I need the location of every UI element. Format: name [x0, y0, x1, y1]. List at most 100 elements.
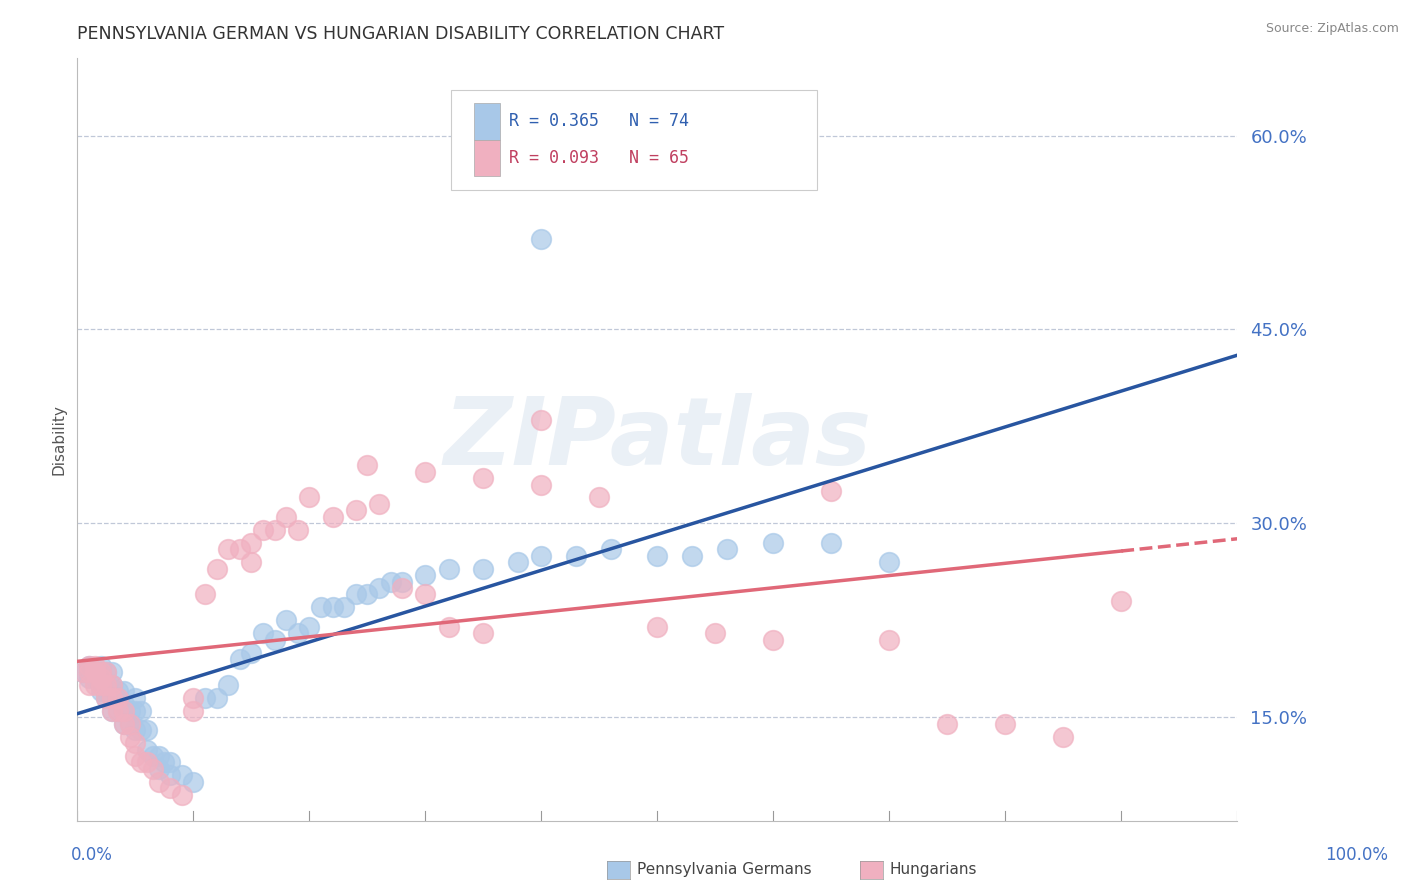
Point: [240, 646, 263, 660]
Point: [148, 775, 170, 789]
Text: 100.0%: 100.0%: [1326, 846, 1388, 863]
Point: [101, 690, 124, 705]
Point: [309, 600, 332, 615]
Point: [530, 477, 553, 491]
Point: [287, 523, 309, 537]
Point: [83, 658, 105, 673]
Text: PENNSYLVANIA GERMAN VS HUNGARIAN DISABILITY CORRELATION CHART: PENNSYLVANIA GERMAN VS HUNGARIAN DISABIL…: [77, 25, 724, 43]
Point: [205, 690, 228, 705]
Point: [252, 626, 274, 640]
Point: [124, 749, 146, 764]
Point: [820, 535, 842, 549]
Point: [263, 523, 285, 537]
Point: [107, 684, 129, 698]
Point: [217, 678, 239, 692]
Point: [135, 723, 157, 738]
Point: [118, 716, 141, 731]
Point: [298, 491, 321, 505]
Point: [228, 652, 252, 666]
Point: [112, 716, 135, 731]
Text: 0.0%: 0.0%: [70, 846, 112, 863]
Point: [77, 658, 100, 673]
Point: [112, 684, 135, 698]
FancyBboxPatch shape: [451, 90, 817, 190]
Point: [704, 626, 727, 640]
Point: [129, 704, 152, 718]
Point: [107, 704, 129, 718]
Point: [413, 465, 436, 479]
Point: [90, 658, 111, 673]
Point: [142, 762, 165, 776]
Text: Hungarians: Hungarians: [890, 863, 977, 877]
Point: [506, 555, 529, 569]
Point: [90, 672, 111, 686]
Point: [72, 665, 94, 679]
Point: [368, 497, 391, 511]
Text: R = 0.093   N = 65: R = 0.093 N = 65: [509, 149, 689, 167]
Point: [96, 678, 118, 692]
FancyBboxPatch shape: [474, 139, 499, 177]
Point: [101, 690, 124, 705]
Point: [298, 620, 321, 634]
Y-axis label: Disability: Disability: [51, 404, 66, 475]
Point: [530, 232, 553, 246]
Point: [877, 555, 901, 569]
Point: [101, 665, 124, 679]
Point: [96, 665, 118, 679]
Point: [83, 665, 105, 679]
Point: [159, 781, 181, 796]
Point: [148, 762, 170, 776]
Point: [263, 632, 285, 647]
Point: [112, 716, 135, 731]
Point: [183, 704, 205, 718]
Point: [118, 730, 141, 744]
Point: [124, 736, 146, 750]
Point: [762, 632, 785, 647]
Point: [77, 665, 100, 679]
Point: [77, 665, 100, 679]
Point: [77, 658, 100, 673]
Point: [274, 613, 298, 627]
Point: [368, 581, 391, 595]
Point: [205, 561, 228, 575]
Point: [96, 690, 118, 705]
Point: [124, 723, 146, 738]
Point: [413, 587, 436, 601]
Point: [936, 716, 959, 731]
Point: [107, 704, 129, 718]
Point: [90, 684, 111, 698]
Point: [530, 549, 553, 563]
Point: [472, 471, 495, 485]
Point: [380, 574, 402, 589]
Point: [118, 716, 141, 731]
Point: [240, 535, 263, 549]
Point: [77, 672, 100, 686]
Point: [90, 672, 111, 686]
Point: [101, 678, 124, 692]
Point: [217, 542, 239, 557]
Point: [96, 684, 118, 698]
Point: [600, 542, 623, 557]
Point: [135, 742, 157, 756]
Point: [762, 535, 785, 549]
Point: [118, 704, 141, 718]
Point: [321, 600, 344, 615]
Point: [716, 542, 738, 557]
Text: Source: ZipAtlas.com: Source: ZipAtlas.com: [1265, 22, 1399, 36]
Point: [124, 690, 146, 705]
Point: [1111, 594, 1133, 608]
Point: [287, 626, 309, 640]
Point: [129, 723, 152, 738]
Point: [107, 690, 129, 705]
Text: R = 0.365   N = 74: R = 0.365 N = 74: [509, 112, 689, 130]
Point: [647, 549, 669, 563]
Point: [148, 749, 170, 764]
Point: [72, 665, 94, 679]
Point: [333, 600, 356, 615]
Point: [413, 568, 436, 582]
Point: [356, 458, 378, 472]
Point: [90, 678, 111, 692]
Point: [124, 704, 146, 718]
Point: [135, 756, 157, 770]
Point: [101, 704, 124, 718]
